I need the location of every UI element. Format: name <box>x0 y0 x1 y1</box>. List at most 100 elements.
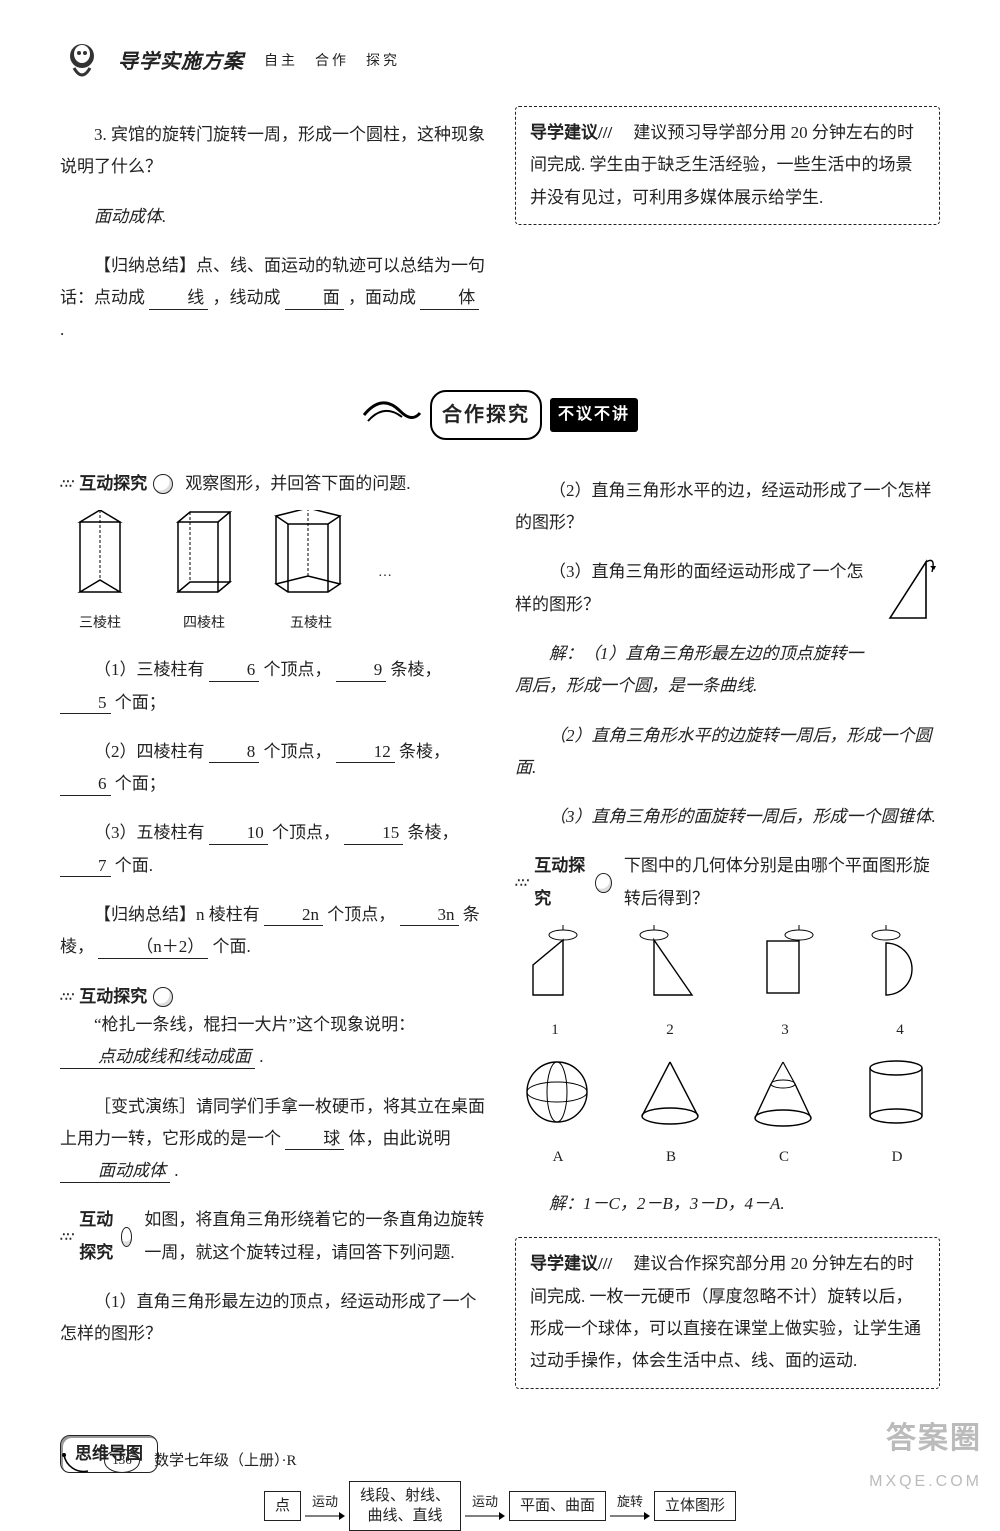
sub3: （3）直角三角形的面经运动形成了一个怎样的图形？ <box>515 556 940 621</box>
mm-arrow-2: 运动 <box>465 1490 505 1523</box>
summary-blank-1: 线 <box>149 288 208 309</box>
page-footer: 136 数学七年级（上册）·R <box>60 1447 297 1476</box>
q1-b2: 9 <box>336 660 387 681</box>
rotation-solid-row: A B C D <box>519 1054 936 1171</box>
gn-m1: 个顶点， <box>327 905 395 924</box>
num1: 1 <box>519 1016 591 1045</box>
q3-b1: 10 <box>209 823 268 844</box>
watermark-small: MXQE.COM <box>869 1467 982 1497</box>
cap-a: A <box>519 1143 597 1172</box>
summary-end: . <box>60 320 64 339</box>
prism3-cap: 五棱柱 <box>268 611 354 638</box>
prisms-row: 三棱柱 四棱柱 <box>60 510 485 637</box>
cap-c: C <box>745 1143 823 1172</box>
q3-m1: 个顶点， <box>272 823 340 842</box>
num4: 4 <box>864 1016 936 1045</box>
rot-solution: 解：1－C，2－B，3－D，4－A. <box>515 1188 940 1220</box>
q1: （1）三棱柱有 6 个顶点， 9 条棱， 5 个面； <box>60 654 485 719</box>
rotation-flat-row: 1 2 3 4 <box>519 925 936 1044</box>
inter1-label: 互动探究 <box>79 468 147 500</box>
page-header: 导学实施方案 自主 合作 探究 <box>60 40 940 84</box>
mindmap-flow: 点 运动 线段、射线、 曲线、直线 运动 平面、曲面 旋转 立体图形 <box>60 1481 940 1531</box>
sub1: （1）直角三角形最左边的顶点，经运动形成了一个怎样的图形？ <box>60 1286 485 1351</box>
header-subtitle: 自主 合作 探究 <box>264 49 400 76</box>
circle-icon <box>153 474 173 494</box>
dots-icon: ∴∵ <box>60 991 73 1003</box>
gn-pre: 【归纳总结】n 棱柱有 <box>94 905 260 924</box>
flat3: 3 <box>749 925 821 1044</box>
q2-b1: 8 <box>209 742 260 763</box>
q2-b3: 6 <box>60 774 111 795</box>
q2-b2: 12 <box>336 742 395 763</box>
q3-text: 3. 宾馆的旋转门旋转一周，形成一个圆柱，这种现象说明了什么？ <box>60 119 485 184</box>
q3-m2: 条棱， <box>408 823 459 842</box>
inter2-line: “枪扎一条线，棍扫一大片”这个现象说明： 点动成线和线动成面 . <box>60 1009 485 1074</box>
num2: 2 <box>634 1016 706 1045</box>
cap-b: B <box>632 1143 710 1172</box>
mm-node-3: 平面、曲面 <box>509 1491 606 1521</box>
summary-mid1: ，线动成 <box>213 288 281 307</box>
prism2-cap: 四棱柱 <box>164 611 244 638</box>
right-col: （2）直角三角形水平的边，经运动形成了一个怎样的图形？ （3）直角三角形的面经运… <box>515 458 940 1393</box>
dots-icon: ∴∵ <box>515 877 528 889</box>
prism1-cap: 三棱柱 <box>60 611 140 638</box>
mm-node-4: 立体图形 <box>654 1491 736 1521</box>
top-row: 3. 宾馆的旋转门旋转一周，形成一个圆柱，这种现象说明了什么？ 面动成体. 【归… <box>60 102 940 364</box>
sub2: （2）直角三角形水平的边，经运动形成了一个怎样的图形？ <box>515 475 940 540</box>
dots-icon: ∴∵ <box>60 1231 73 1243</box>
summary-mid2: ，面动成 <box>348 288 416 307</box>
var-b1: 球 <box>285 1129 344 1150</box>
q2-end: 个面； <box>115 774 166 793</box>
q1-m1: 个顶点， <box>264 660 332 679</box>
inter2-dot: . <box>259 1047 263 1066</box>
q1-b1: 6 <box>209 660 260 681</box>
logo-icon <box>60 40 104 84</box>
banner-tag: 不议不讲 <box>550 398 638 432</box>
tri-prism: 三棱柱 <box>60 510 140 637</box>
right-triangle-icon <box>880 556 940 637</box>
ans2: （2）直角三角形水平的边旋转一周后，形成一个圆面. <box>515 720 940 785</box>
gn-end: 个面. <box>213 937 251 956</box>
circle-icon <box>595 873 612 893</box>
watermark-big: 答案圈 <box>869 1410 982 1467</box>
flat2: 2 <box>634 925 706 1044</box>
q3-pre: （3）五棱柱有 <box>94 823 205 842</box>
banner-swoosh-icon <box>362 397 422 433</box>
solid-c: C <box>745 1054 823 1171</box>
left-col: ∴∵ 互动探究 观察图形，并回答下面的问题. 三棱柱 <box>60 458 485 1393</box>
var-b2: 面动成体 <box>60 1161 170 1182</box>
var-dot: . <box>174 1161 178 1180</box>
top-left-col: 3. 宾馆的旋转门旋转一周，形成一个圆柱，这种现象说明了什么？ 面动成体. 【归… <box>60 102 485 364</box>
solid-d: D <box>858 1054 936 1171</box>
q3-answer: 面动成体. <box>60 201 485 233</box>
flat4: 4 <box>864 925 936 1044</box>
inter-head-1: ∴∵ 互动探究 观察图形，并回答下面的问题. <box>60 468 485 500</box>
q3a: （3）五棱柱有 10 个顶点， 15 条棱， 7 个面. <box>60 817 485 882</box>
mm-node-1: 点 <box>264 1491 301 1521</box>
inter3-tail: 如图，将直角三角形绕着它的一条直角边旋转一周，就这个旋转过程，请回答下列问题. <box>144 1204 485 1269</box>
inter1-tail: 观察图形，并回答下面的问题. <box>185 468 410 500</box>
cap-d: D <box>858 1143 936 1172</box>
mm-node-2: 线段、射线、 曲线、直线 <box>349 1481 461 1531</box>
mm-arrow-1: 运动 <box>305 1490 345 1523</box>
summary-line: 【归纳总结】点、线、面运动的轨迹可以总结为一句话：点动成 线 ，线动成 面 ，面… <box>60 250 485 347</box>
solid-a: A <box>519 1054 597 1171</box>
q3-end: 个面. <box>115 856 153 875</box>
q2: （2）四棱柱有 8 个顶点， 12 条棱， 6 个面； <box>60 736 485 801</box>
q3-b2: 15 <box>344 823 403 844</box>
inter2-tail: “枪扎一条线，棍扫一大片”这个现象说明： <box>94 1015 415 1034</box>
circle-icon <box>153 987 173 1007</box>
gn-b2: 3n <box>400 905 459 926</box>
flat1: 1 <box>519 925 591 1044</box>
q1-m2: 条棱， <box>391 660 442 679</box>
q1-pre: （1）三棱柱有 <box>94 660 205 679</box>
advice-box-2: 导学建议/// 建议合作探究部分用 20 分钟左右的时间完成. 一枚一元硬币（厚… <box>515 1237 940 1388</box>
variant-line: ［变式演练］请同学们手拿一枚硬币，将其立在桌面上用力一转，它形成的是一个 球 体… <box>60 1091 485 1188</box>
q1-end: 个面； <box>115 693 166 712</box>
q2-m2: 条棱， <box>399 742 450 761</box>
inter4-label: 互动探究 <box>534 850 589 915</box>
num3: 3 <box>749 1016 821 1045</box>
mm-arrow-3: 旋转 <box>610 1490 650 1523</box>
var-m1: 体，由此说明 <box>349 1129 451 1148</box>
solid-b: B <box>632 1054 710 1171</box>
